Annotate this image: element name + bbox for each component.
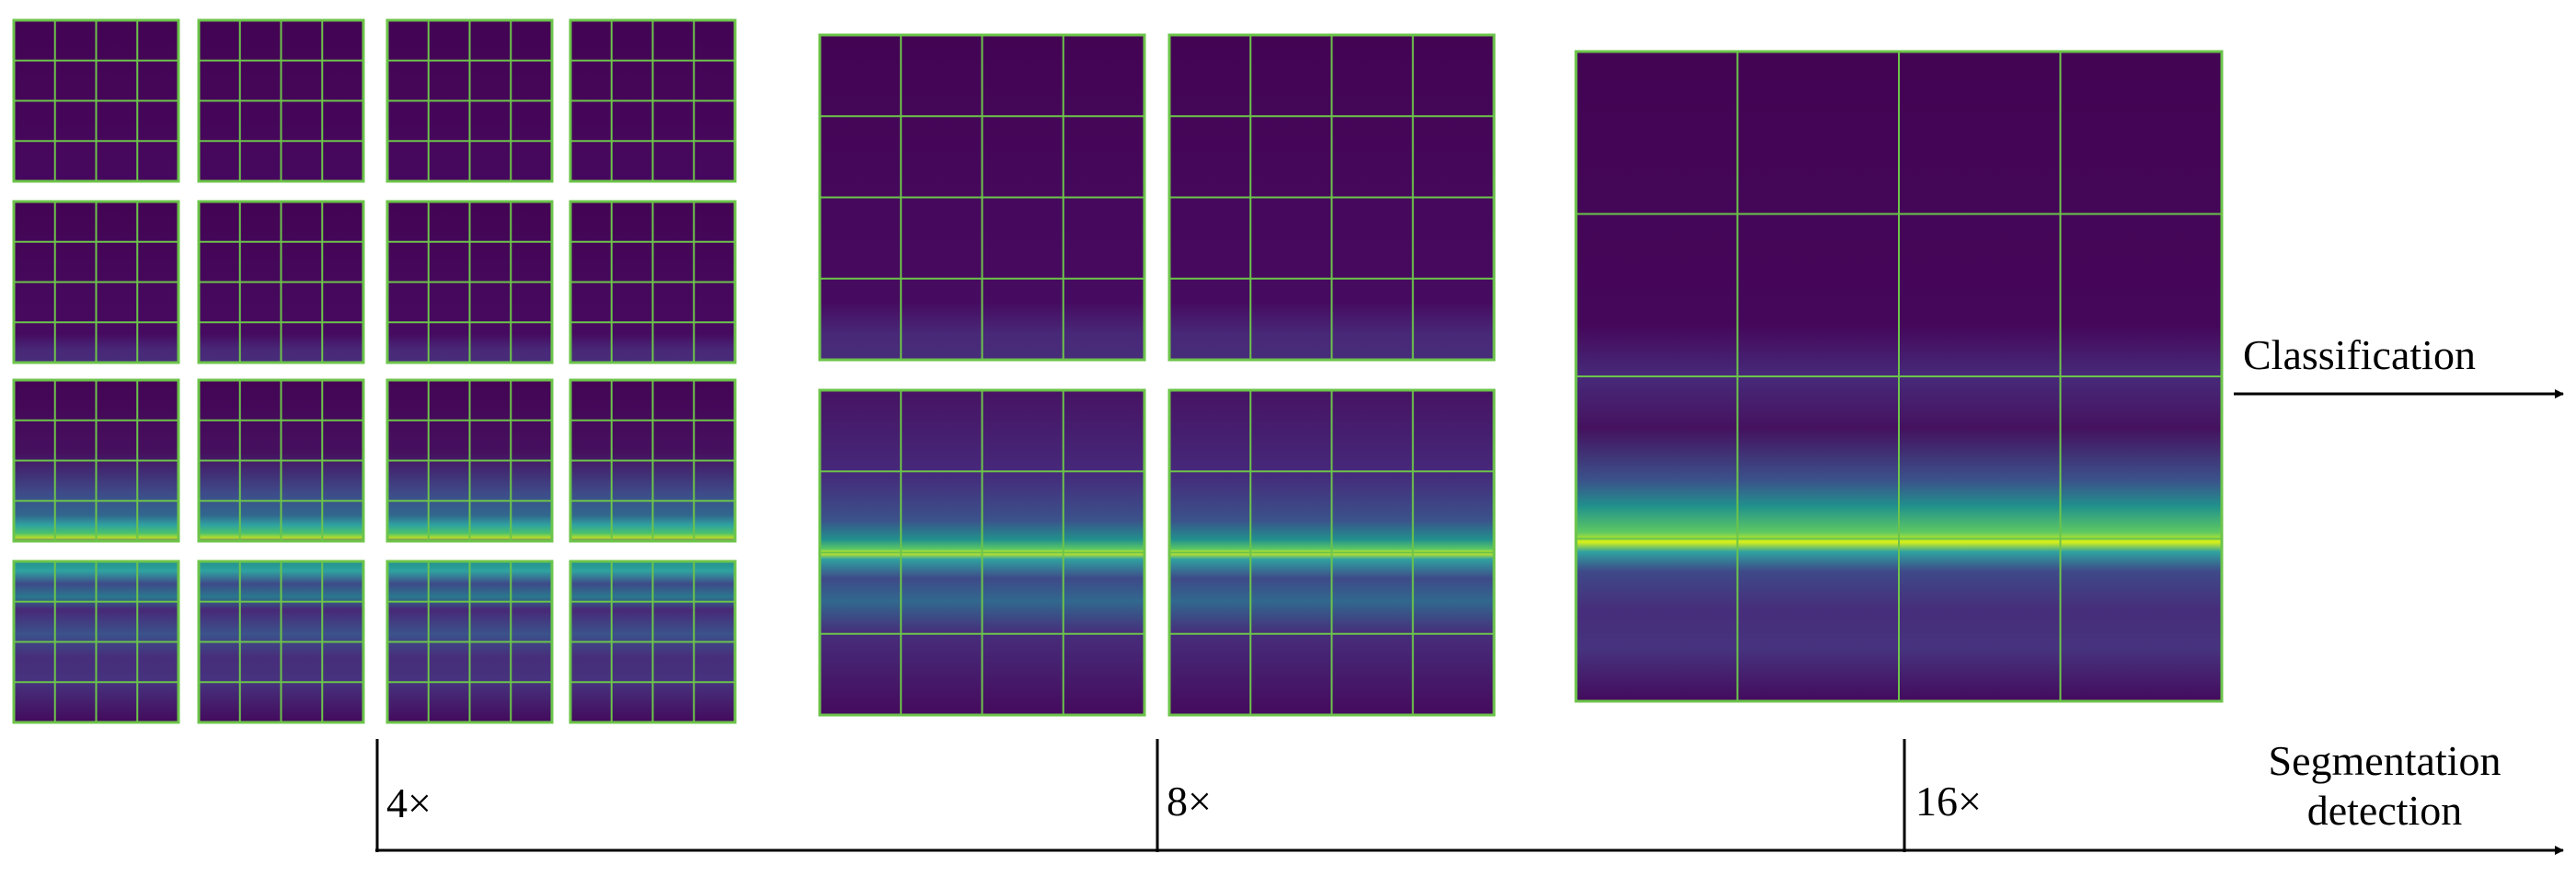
tile-4x-r3-c4 — [569, 378, 737, 543]
tile-4x-r2-c3 — [385, 200, 554, 364]
segmentation-label-line1: Segmentation — [2268, 737, 2501, 784]
scale-label-8x: 8× — [1167, 778, 1212, 825]
segmentation-label-line2: detection — [2306, 787, 2463, 835]
tile-16x — [1574, 50, 2224, 703]
tile-4x-r3-c1 — [12, 378, 180, 543]
tile-8x-r1-c1 — [818, 33, 1146, 362]
feature-map-tiles — [12, 18, 2224, 724]
tile-4x-r1-c1 — [12, 18, 180, 183]
tile-4x-r4-c1 — [12, 560, 180, 724]
tile-4x-r4-c2 — [197, 560, 365, 724]
tile-8x-r2-c1 — [818, 388, 1146, 717]
tile-4x-r2-c4 — [569, 200, 737, 364]
scale-label-4x: 4× — [386, 779, 431, 826]
tile-4x-r3-c3 — [385, 378, 554, 543]
tile-4x-r1-c3 — [385, 18, 554, 183]
scale-label-16x: 16× — [1915, 778, 1982, 825]
tile-8x-r2-c2 — [1167, 388, 1496, 717]
tile-4x-r2-c1 — [12, 200, 180, 364]
classification-label: Classification — [2243, 331, 2476, 378]
tile-4x-r4-c3 — [385, 560, 554, 724]
tile-4x-r1-c4 — [569, 18, 737, 183]
tile-4x-r3-c2 — [197, 378, 365, 543]
tile-4x-r1-c2 — [197, 18, 365, 183]
segmentation-detection-label: Segmentation detection — [2237, 736, 2532, 837]
tile-8x-r1-c2 — [1167, 33, 1496, 362]
tile-4x-r4-c4 — [569, 560, 737, 724]
tile-4x-r2-c2 — [197, 200, 365, 364]
